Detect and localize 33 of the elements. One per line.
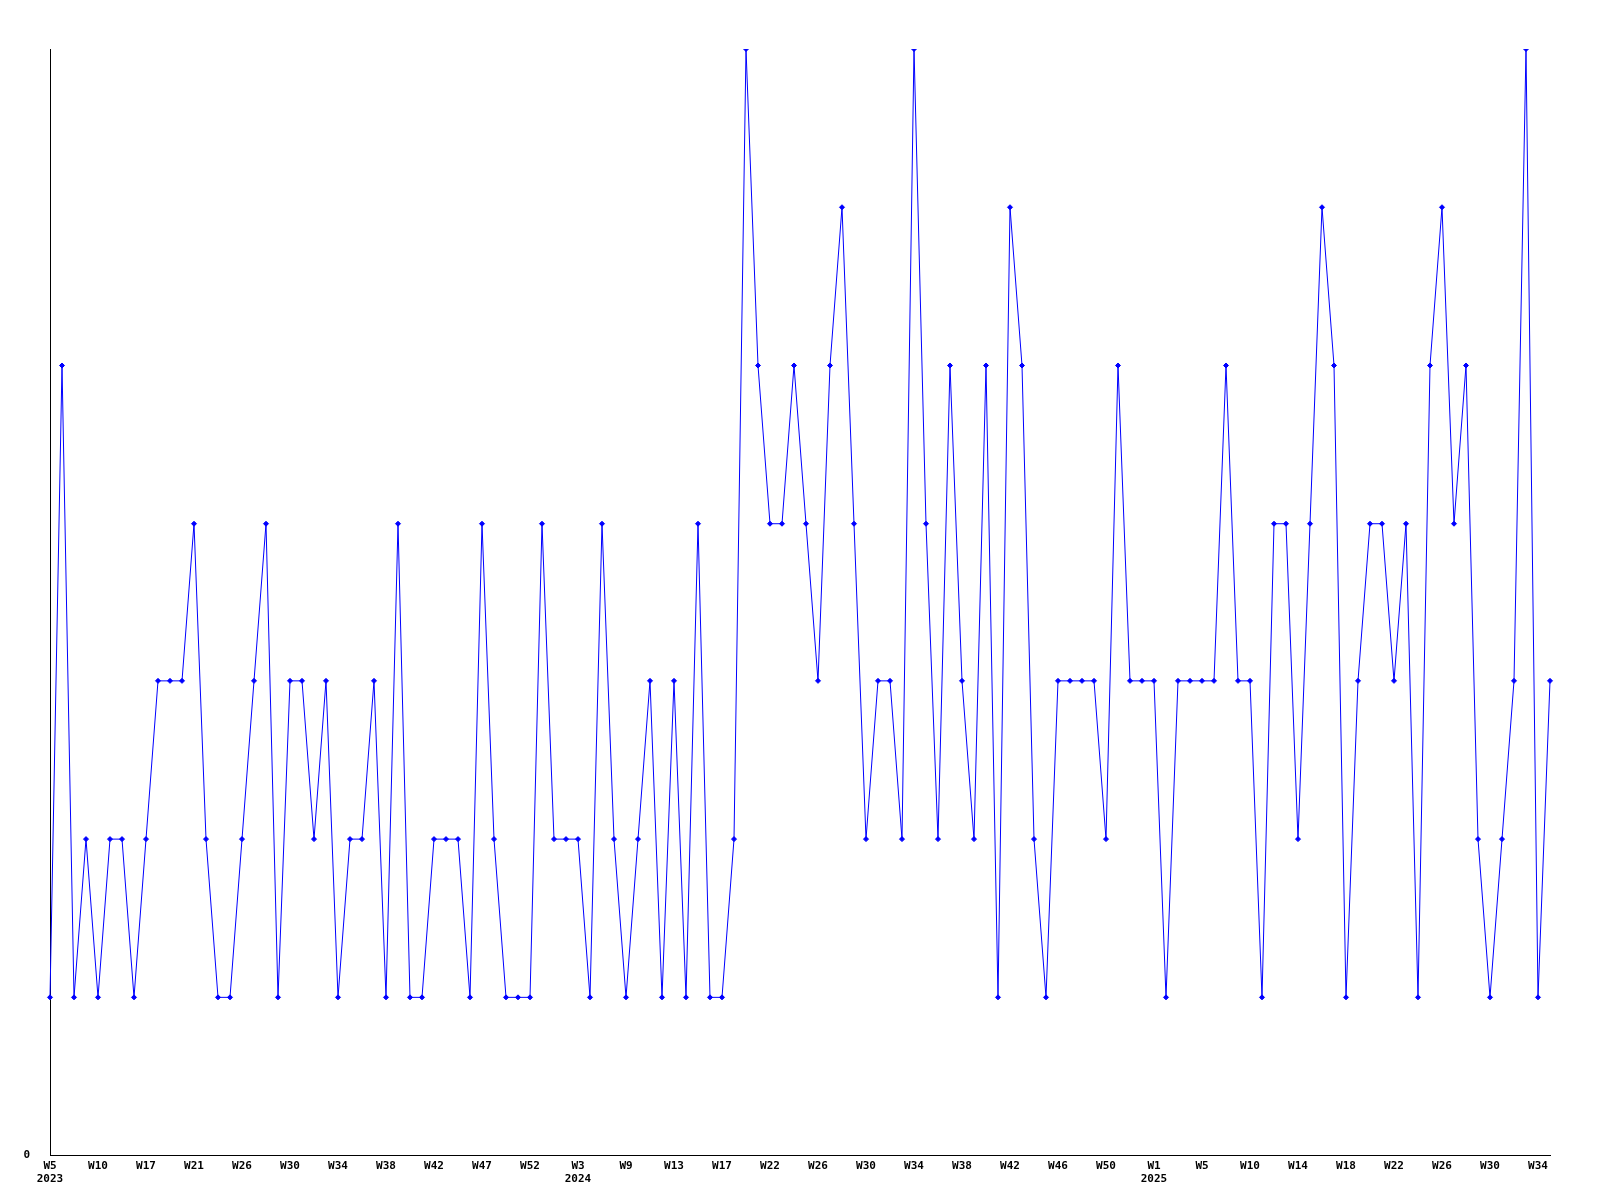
x-tick-label: W38: [376, 1159, 396, 1173]
x-tick-label: W18: [1336, 1159, 1356, 1173]
x-tick-label: W1 2025: [1140, 1159, 1168, 1186]
x-tick-label: W22: [760, 1159, 780, 1173]
x-tick-label: W9: [619, 1159, 633, 1173]
x-tick-label: W47: [472, 1159, 492, 1173]
text: 0: [23, 1148, 30, 1162]
x-tick-label: W30: [1480, 1159, 1500, 1173]
x-tick-label: W5: [1195, 1159, 1209, 1173]
x-tick-label: W10: [88, 1159, 108, 1173]
x-tick-label: W46: [1048, 1159, 1069, 1173]
x-tick-label: W10: [1240, 1159, 1260, 1173]
x-tick-label: W30: [856, 1159, 876, 1173]
x-tick-label: W34: [328, 1159, 349, 1173]
x-tick-label: W5 2023: [36, 1159, 64, 1186]
x-tick-label: W26: [1432, 1159, 1453, 1173]
x-tick-label: W21: [184, 1159, 205, 1173]
x-tick-label: W34: [1528, 1159, 1549, 1173]
x-tick-label: W34: [904, 1159, 925, 1173]
x-tick-label: W30: [280, 1159, 300, 1173]
x-tick-label: W17: [136, 1159, 156, 1173]
x-tick-label: W3 2024: [564, 1159, 592, 1186]
x-tick-label: W14: [1288, 1159, 1309, 1173]
x-tick-label: W52: [520, 1159, 540, 1173]
x-tick-label: W17: [712, 1159, 732, 1173]
x-tick-label: W13: [664, 1159, 684, 1173]
x-tick-label: W38: [952, 1159, 972, 1173]
x-tick-label: W22: [1384, 1159, 1404, 1173]
x-tick-label: W42: [424, 1159, 444, 1173]
x-tick-label: W26: [808, 1159, 829, 1173]
x-tick-label: W50: [1096, 1159, 1116, 1173]
x-tick-label: W42: [1000, 1159, 1020, 1173]
x-tick-label: W26: [232, 1159, 253, 1173]
